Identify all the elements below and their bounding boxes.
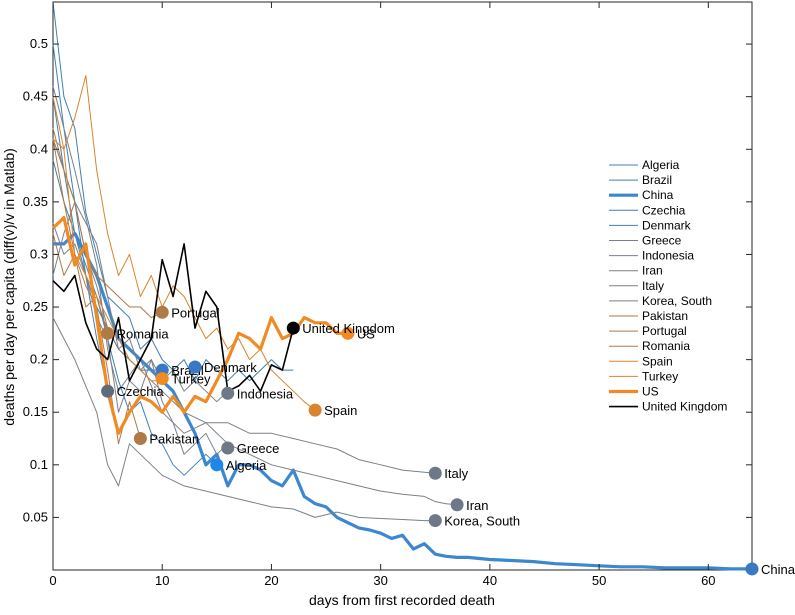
end-marker-spain [308,403,322,417]
y-tick-label: 0.45 [23,89,48,104]
end-label-italy: Italy [444,466,468,481]
series-line-turkey [52,138,163,382]
end-marker-korea-south [428,514,442,528]
x-tick-label: 10 [155,573,169,588]
end-marker-czechia [101,384,115,398]
end-marker-italy [428,466,442,480]
series-line-korea-south [52,317,436,522]
y-tick-label: 0.4 [30,141,48,156]
end-label-spain: Spain [324,403,357,418]
y-tick-label: 0.25 [23,299,48,314]
end-marker-turkey [155,372,169,386]
end-marker-algeria [210,458,224,472]
end-marker-us [341,326,355,340]
legend-label-us: US [642,385,659,399]
y-tick-label: 0.05 [23,509,48,524]
end-label-iran: Iran [466,498,488,513]
x-tick-label: 20 [264,573,278,588]
end-label-china: China [761,562,795,577]
series-line-romania [52,233,109,334]
marker-layer: AlgeriaBrazilChinaCzechiaDenmarkGreeceIn… [101,305,795,577]
legend-label-indonesia: Indonesia [642,249,694,263]
legend-label-czechia: Czechia [642,203,686,217]
legend-label-korea-south: Korea, South [642,294,712,308]
series-line-italy [52,85,436,474]
end-label-portugal: Portugal [171,305,220,320]
y-tick-label: 0.35 [23,194,48,209]
end-marker-iran [450,498,464,512]
end-label-algeria: Algeria [226,458,267,473]
end-label-indonesia: Indonesia [237,386,294,401]
end-label-korea-south: Korea, South [444,514,520,529]
end-label-denmark: Denmark [204,360,257,375]
series-line-greece [52,222,229,455]
series-line-united-kingdom [52,243,295,393]
x-tick-label: 0 [49,573,56,588]
legend-label-spain: Spain [642,354,673,368]
end-marker-romania [101,326,115,340]
x-tick-label: 60 [701,573,715,588]
y-axis-label: deaths per day per capita (diff(v)/v in … [1,148,17,426]
end-marker-portugal [155,305,169,319]
end-marker-united-kingdom [286,321,300,335]
legend-label-greece: Greece [642,234,682,248]
y-tick-label: 0.15 [23,404,48,419]
legend-label-iran: Iran [642,264,663,278]
end-label-us: US [357,326,375,341]
end-marker-greece [221,441,235,455]
legend-label-china: China [642,188,674,202]
legend-label-united-kingdom: United Kingdom [642,400,727,414]
end-marker-pakistan [133,432,147,446]
end-label-czechia: Czechia [117,384,165,399]
ticks-layer: 0 10 20 30 40 50 60 0.05 0.1 0.15 0.2 0.25 0.3 0.35 0.… [23,2,752,588]
legend-label-algeria: Algeria [642,158,680,172]
y-tick-label: 0.3 [30,246,48,261]
legend-label-turkey: Turkey [642,369,678,383]
end-label-romania: Romania [117,326,170,341]
x-tick-label: 40 [483,573,497,588]
y-tick-label: 0.1 [30,457,48,472]
legend-label-pakistan: Pakistan [642,309,688,323]
x-axis-label: days from first recorded death [309,592,495,608]
end-marker-china [745,562,759,576]
end-label-united-kingdom: United Kingdom [302,321,395,336]
series-line-czechia [52,44,109,392]
series-line-portugal [52,128,163,319]
legend-label-brazil: Brazil [642,173,672,187]
y-tick-label: 0.5 [30,36,48,51]
x-tick-label: 30 [373,573,387,588]
end-label-turkey: Turkey [171,372,211,387]
legend-label-portugal: Portugal [642,324,687,338]
legend-label-romania: Romania [642,339,690,353]
y-tick-label: 0.2 [30,352,48,367]
legend-label-denmark: Denmark [642,218,692,232]
end-marker-indonesia [221,386,235,400]
legend-label-italy: Italy [642,279,664,293]
series-line-spain [52,75,316,411]
end-marker-denmark [188,360,202,374]
end-label-pakistan: Pakistan [149,432,199,447]
x-tick-label: 50 [592,573,606,588]
end-label-greece: Greece [237,441,280,456]
